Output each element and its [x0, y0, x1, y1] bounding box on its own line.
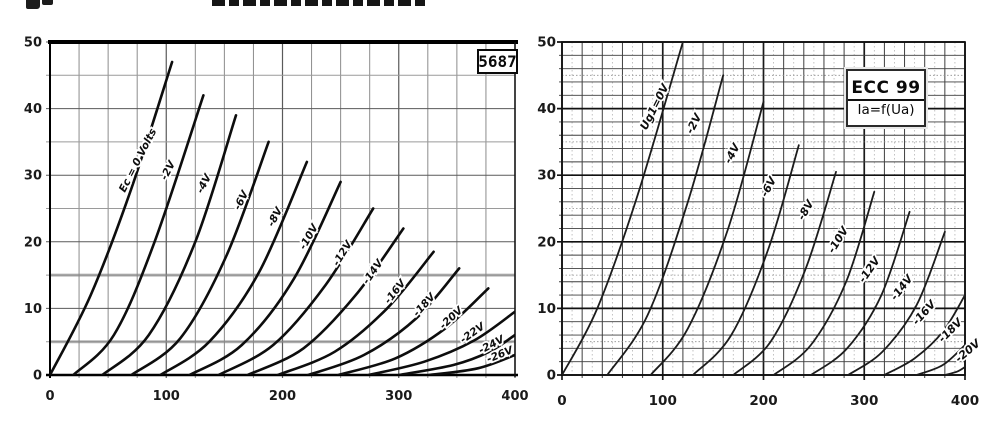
curve-label--12V: -12V	[856, 253, 884, 285]
x-tick-label: 100	[649, 393, 677, 409]
curve--18V	[306, 267, 461, 375]
y-tick-label: 0	[547, 368, 556, 384]
tube-type-text: 5687	[478, 52, 517, 71]
curve--8V	[159, 160, 309, 375]
y-tick-label: 10	[24, 302, 42, 317]
x-tick-label: 300	[850, 393, 878, 409]
curve-label-Ec=0Volts: Ec = 0 Volts	[117, 127, 159, 195]
y-tick-label: 40	[537, 101, 556, 117]
curve--10V	[188, 180, 342, 375]
curve-label--10V: -10V	[297, 222, 321, 252]
y-tick-label: 20	[537, 234, 556, 250]
y-tick-label: 20	[24, 235, 42, 250]
curve-label--14V: -14V	[888, 271, 917, 303]
curve-labels: Ec = 0 Volts -2V-4V-6V-8V-10V-12V-14V-16V…	[115, 125, 517, 367]
x-tick-label: 200	[269, 389, 296, 404]
curve--6V	[692, 144, 800, 375]
y-tick-label: 50	[24, 36, 42, 51]
curve--2V	[606, 74, 725, 375]
x-tick-label: 100	[153, 389, 180, 404]
curve-label--6V: -6V	[758, 173, 780, 199]
curve--22V	[367, 310, 515, 375]
y-tick-label: 10	[537, 301, 556, 317]
curve-label--20V: -20V	[953, 336, 984, 365]
curve--24V	[397, 333, 515, 375]
y-tick-label: 50	[537, 35, 556, 51]
curves	[50, 60, 515, 375]
curve--8V	[732, 171, 837, 375]
cropped-text-remnant	[42, 0, 53, 5]
curve--6V	[130, 140, 270, 375]
curve--12V	[217, 207, 375, 375]
curve--16V	[276, 250, 435, 375]
y-tick-label: 30	[24, 169, 42, 184]
chart-5687: 0 100 200 300 400 0 10 20 30 40 50 Ec = 0 Volts -2V-…	[24, 36, 529, 405]
curve--26V	[427, 353, 515, 375]
tube-type-badge-5687: 5687	[477, 49, 518, 74]
x-tick-label: 0	[557, 393, 566, 409]
ecc99-title: ECC 99	[848, 79, 924, 101]
curve--10V	[772, 190, 876, 375]
y-tick-label: 0	[33, 369, 42, 384]
cropped-title-text-remnant	[212, 0, 425, 6]
curve-Ec=0Volts	[50, 60, 174, 375]
axis-tick-labels: 0 100 200 300 400 0 10 20 30 40 50	[537, 35, 979, 410]
cropped-text-remnant	[26, 0, 40, 9]
x-tick-label: 400	[951, 393, 979, 409]
curve--2V	[72, 94, 205, 375]
curve--4V	[649, 101, 765, 375]
curve--18V	[915, 344, 965, 375]
curve--4V	[101, 114, 238, 375]
curve--14V	[246, 227, 405, 375]
curve--14V	[847, 230, 946, 375]
curve--20V	[944, 366, 965, 375]
grid	[46, 40, 518, 378]
x-tick-label: 400	[501, 389, 528, 404]
x-tick-label: 300	[385, 389, 412, 404]
x-tick-label: 200	[749, 393, 777, 409]
curve-label--2V: -2V	[683, 110, 705, 136]
curve-Ug1=0V	[562, 42, 684, 375]
curve--20V	[337, 287, 490, 375]
ecc99-function-label: Ia=f(Ua)	[857, 101, 915, 118]
tube-type-badge-ecc99: ECC 99 Ia=f(Ua)	[846, 69, 926, 127]
curve-labels: Ug1=0V -2V-4V-6V-8V-10V-12V-14V-16V-18V-2…	[636, 79, 986, 367]
x-tick-label: 0	[45, 389, 54, 404]
curves	[562, 42, 965, 375]
curve-label--18V: -18V	[411, 290, 439, 319]
curve-label--16V: -16V	[382, 277, 409, 306]
axis-tick-labels: 0 100 200 300 400 0 10 20 30 40 50	[24, 36, 529, 405]
y-tick-label: 40	[24, 102, 42, 117]
curve--16V	[883, 294, 965, 375]
curve--12V	[810, 210, 911, 375]
y-tick-label: 30	[537, 168, 556, 184]
